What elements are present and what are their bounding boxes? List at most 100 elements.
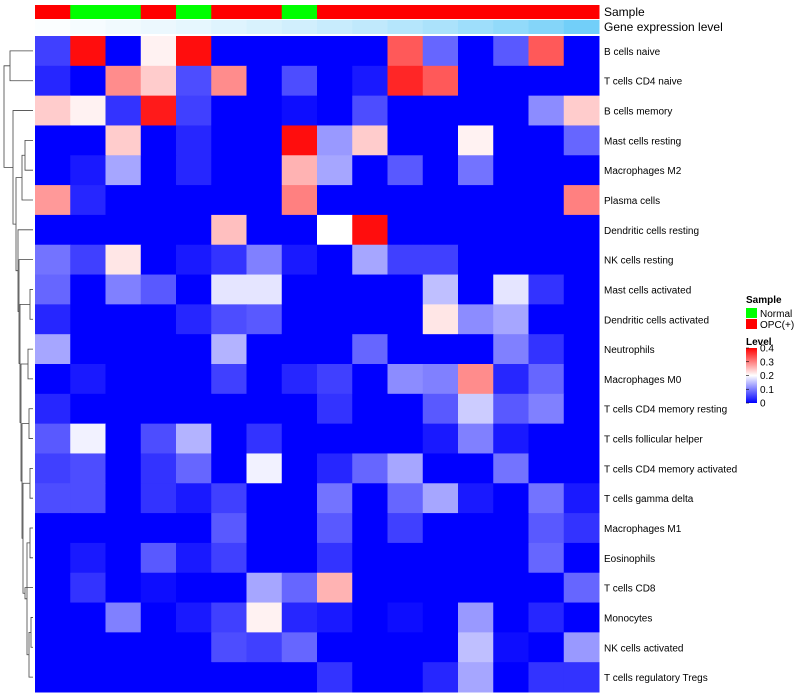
heatmap-cell [246,453,283,484]
heatmap-cell [35,334,71,365]
heatmap-cell [458,483,494,514]
heatmap-cell [246,155,283,186]
expression-annotation-cell [281,20,318,34]
heatmap-cell [563,36,600,67]
expression-annotation-cell [387,20,424,34]
heatmap-cell [563,244,600,276]
heatmap-cell [352,513,388,544]
heatmap-cell [458,214,494,246]
heatmap-cell [493,662,529,693]
heatmap-cell [105,662,142,693]
heatmap-cell [281,334,318,365]
heatmap-cell [493,572,529,604]
heatmap-cell [458,274,494,305]
heatmap-cell [422,632,459,663]
heatmap-cell [35,662,71,693]
heatmap-cell [35,304,71,335]
heatmap-cell [35,125,71,156]
heatmap-cell [176,214,212,246]
heatmap-cell [458,125,494,156]
row-label: Macrophages M2 [604,166,682,177]
heatmap-cell [563,334,600,365]
heatmap-cell [563,214,600,246]
heatmap-cell [105,36,142,67]
heatmap-cell [246,334,283,365]
heatmap-cell [422,393,459,425]
heatmap-cell [317,423,353,454]
heatmap-cell [140,65,177,97]
heatmap-cell [105,65,142,97]
heatmap-cell [422,483,459,514]
heatmap-cell [422,274,459,305]
heatmap-cell [422,36,459,67]
heatmap-cell [422,542,459,574]
heatmap-cell [493,304,529,335]
heatmap-cell [246,36,283,67]
legend: Sample Normal OPC(+) Level 0.4 0.3 0.2 0.1 0 [746,295,794,410]
heatmap-cell [493,95,529,126]
heatmap-cell [281,274,318,305]
heatmap-cell [35,95,71,126]
heatmap-cell [140,244,177,276]
heatmap-cell [176,513,212,544]
heatmap-cell [105,572,142,604]
heatmap-cell [211,65,247,97]
heatmap-cell [35,155,71,186]
legend-level-tick-label: 0.1 [760,385,774,396]
heatmap-cell [140,334,177,365]
heatmap-cell [140,274,177,305]
heatmap-cell [563,662,600,693]
heatmap-cell [35,65,71,97]
heatmap-cell [70,513,106,544]
row-dendrogram [3,50,33,678]
heatmap-cell [352,125,388,156]
heatmap-cell [176,334,212,365]
heatmap-cell [70,364,106,395]
heatmap-cell [352,36,388,67]
heatmap-cell [528,453,565,484]
dendrogram-branch [29,467,33,499]
heatmap-cell [281,483,318,514]
heatmap-cell [563,423,600,454]
heatmap-cell [493,393,529,425]
heatmap-cell [105,125,142,156]
column-annotation [35,5,600,34]
heatmap-cell [387,602,424,633]
heatmap-cell [281,185,318,216]
heatmap-cell [35,36,71,67]
heatmap-cell [458,185,494,216]
heatmap-cell [352,542,388,574]
heatmap-cell [422,155,459,186]
heatmap-cell [458,393,494,425]
sample-annotation-cell [352,5,388,19]
heatmap-cell [35,513,71,544]
heatmap-cell [211,483,247,514]
row-label: T cells CD4 naive [604,77,683,88]
heatmap-cell [70,334,106,365]
heatmap-cell [246,423,283,454]
heatmap-cell [458,155,494,186]
row-label: Plasma cells [604,196,660,207]
heatmap-cell [422,185,459,216]
heatmap-cell [246,572,283,604]
heatmap-cell [211,334,247,365]
legend-level-gradient [746,348,757,403]
heatmap-cell [140,36,177,67]
heatmap-cell [493,274,529,305]
expression-annotation-cell [70,20,106,34]
heatmap-cell [105,334,142,365]
expression-annotation-cell [35,20,71,34]
heatmap-cell [493,483,529,514]
row-label: T cells CD4 memory resting [604,405,727,416]
heatmap-cell [211,364,247,395]
heatmap-cell [105,95,142,126]
heatmap-cell [352,274,388,305]
heatmap-cell [246,393,283,425]
heatmap-cell [140,483,177,514]
sample-annotation-cell [70,5,106,19]
heatmap-cell [281,542,318,574]
row-label: Macrophages M0 [604,375,682,386]
heatmap-cell [35,393,71,425]
row-label: Neutrophils [604,345,655,356]
